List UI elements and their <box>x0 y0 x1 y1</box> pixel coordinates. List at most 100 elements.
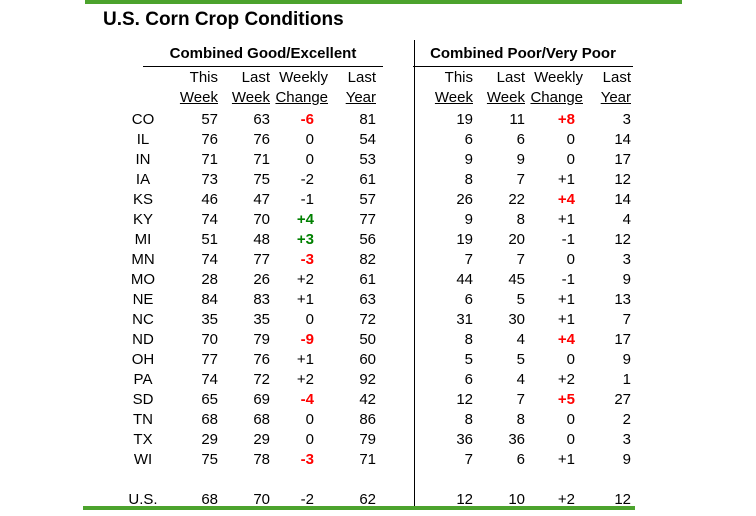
value-cell: 12 <box>456 391 473 408</box>
value-cell: 54 <box>359 131 376 148</box>
value-cell: 68 <box>253 411 270 428</box>
state-label: U.S. <box>128 491 158 508</box>
value-cell: 50 <box>359 331 376 348</box>
value-cell: 6 <box>464 131 473 148</box>
value-cell: 0 <box>566 251 575 268</box>
section-gap <box>376 430 414 450</box>
value-cell: -6 <box>300 111 314 128</box>
value-cell: 6 <box>516 131 525 148</box>
value-cell: 0 <box>566 431 575 448</box>
value-cell: 26 <box>253 271 270 288</box>
value-cell: 53 <box>359 151 376 168</box>
value-cell: 29 <box>253 431 270 448</box>
value-cell: 72 <box>253 371 270 388</box>
value-cell: -3 <box>300 451 314 468</box>
table-row: WI 75 78 -3 71 7 6 +1 9 <box>115 450 631 470</box>
value-cell: 4 <box>516 371 525 388</box>
bottom-accent-bar <box>83 506 635 510</box>
section-gap <box>376 410 414 430</box>
value-cell: 82 <box>359 251 376 268</box>
value-cell: 77 <box>359 211 376 228</box>
value-cell: 7 <box>464 251 473 268</box>
table-row: IN 71 71 0 53 9 9 0 17 <box>115 150 632 170</box>
value-cell: 12 <box>614 231 631 248</box>
value-cell: 3 <box>622 431 631 448</box>
value-cell: 74 <box>201 251 218 268</box>
value-cell: 0 <box>566 151 575 168</box>
value-cell: 75 <box>253 171 270 188</box>
value-cell: 70 <box>253 211 270 228</box>
value-cell: 5 <box>516 291 525 308</box>
table-row: SD 65 69 -4 42 12 7 +5 27 <box>115 390 631 410</box>
value-cell: 44 <box>456 271 473 288</box>
value-cell: 9 <box>516 151 525 168</box>
value-cell: 78 <box>253 451 270 468</box>
state-label: IA <box>135 171 151 188</box>
value-cell: 31 <box>456 311 473 328</box>
value-cell: 71 <box>253 151 270 168</box>
column-header-last: Last <box>602 69 631 86</box>
table-row: IA 73 75 -2 61 8 7 +1 12 <box>115 170 631 190</box>
value-cell: 73 <box>201 171 218 188</box>
value-cell: 7 <box>622 311 631 328</box>
section-gap <box>376 350 414 370</box>
value-cell: 11 <box>509 111 525 128</box>
value-cell: 63 <box>359 291 376 308</box>
value-cell: 9 <box>464 151 473 168</box>
spacer-row <box>115 470 631 490</box>
value-cell: +1 <box>296 291 314 308</box>
value-cell: 35 <box>201 311 218 328</box>
value-cell: 36 <box>456 431 473 448</box>
value-cell: 9 <box>464 211 473 228</box>
column-header-week: Week <box>179 89 218 106</box>
value-cell: 14 <box>614 191 631 208</box>
value-cell: 0 <box>566 411 575 428</box>
state-label: KS <box>132 191 153 208</box>
value-cell: 7 <box>516 251 525 268</box>
section-gap <box>376 250 414 270</box>
value-cell: 76 <box>253 131 270 148</box>
value-cell: +1 <box>557 311 575 328</box>
state-label: MO <box>130 271 156 288</box>
value-cell: +8 <box>557 111 575 128</box>
column-header-row-bottom: Week Week Change Year Week Week Change Y… <box>115 88 631 108</box>
table-row: KY 74 70 +4 77 9 8 +1 4 <box>115 210 631 230</box>
value-cell: 8 <box>516 411 525 428</box>
table-row: TN 68 68 0 86 8 8 0 2 <box>115 410 631 430</box>
top-accent-bar <box>85 0 682 4</box>
section-gap <box>376 110 414 130</box>
page-title: U.S. Corn Crop Conditions <box>103 9 344 30</box>
value-cell: 8 <box>516 211 525 228</box>
table-row: MO 28 26 +2 61 44 45 -1 9 <box>115 270 631 290</box>
value-cell: 92 <box>359 371 376 388</box>
value-cell: 0 <box>305 411 314 428</box>
table-row: TX 29 29 0 79 36 36 0 3 <box>115 430 631 450</box>
table-row: CO 57 63 -6 81 19 11 +8 3 <box>115 110 631 130</box>
section-gap <box>376 390 414 410</box>
value-cell: 65 <box>201 391 218 408</box>
value-cell: 46 <box>201 191 218 208</box>
value-cell: 42 <box>359 391 376 408</box>
value-cell: 6 <box>464 371 473 388</box>
column-header-change: Change <box>275 89 328 106</box>
value-cell: 27 <box>614 391 631 408</box>
value-cell: 5 <box>516 351 525 368</box>
value-cell: 5 <box>464 351 473 368</box>
value-cell: -1 <box>300 191 314 208</box>
value-cell: 7 <box>516 391 525 408</box>
section-gap <box>376 210 414 230</box>
value-cell: 76 <box>253 351 270 368</box>
value-cell: 79 <box>359 431 376 448</box>
column-header-last: Last <box>347 69 376 86</box>
state-label: ND <box>132 331 154 348</box>
column-header-week: Week <box>231 89 270 106</box>
state-label: PA <box>133 371 153 388</box>
value-cell: +2 <box>557 371 575 388</box>
value-cell: 6 <box>464 291 473 308</box>
value-cell: 71 <box>359 451 376 468</box>
column-header-change: Change <box>530 89 583 106</box>
table-row: NE 84 83 +1 63 6 5 +1 13 <box>115 290 631 310</box>
value-cell: -1 <box>561 231 575 248</box>
value-cell: 9 <box>622 451 631 468</box>
